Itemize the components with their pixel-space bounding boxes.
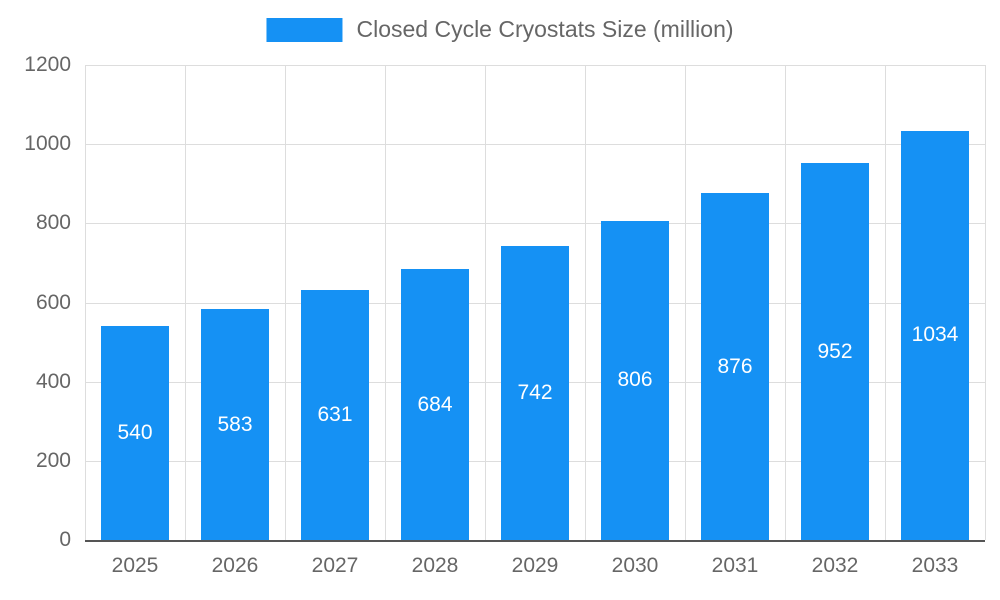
bar: 742 xyxy=(501,246,569,540)
bar-value-label: 583 xyxy=(217,412,253,436)
bar: 876 xyxy=(701,193,769,540)
x-tick-label: 2031 xyxy=(711,554,759,577)
legend-label: Closed Cycle Cryostats Size (million) xyxy=(356,16,734,42)
x-tick-label: 2025 xyxy=(111,554,159,577)
h-gridline xyxy=(85,65,985,66)
bar-value-label: 952 xyxy=(817,339,853,363)
bar-value-label: 1034 xyxy=(911,323,959,347)
x-tick-label: 2026 xyxy=(211,554,259,577)
chart-legend: Closed Cycle Cryostats Size (million) xyxy=(266,16,734,43)
bar-value-label: 540 xyxy=(117,421,153,445)
v-gridline xyxy=(485,65,486,540)
bar: 952 xyxy=(801,163,869,540)
y-tick-label: 1000 xyxy=(24,132,71,156)
h-gridline xyxy=(85,144,985,146)
v-gridline xyxy=(785,65,786,540)
bar: 540 xyxy=(100,326,169,540)
x-tick-label: 2033 xyxy=(911,554,959,577)
y-tick-label: 1200 xyxy=(24,53,71,76)
y-tick-label: 200 xyxy=(35,448,71,472)
v-gridline xyxy=(85,65,86,540)
v-gridline xyxy=(185,65,186,540)
bar: 1034 xyxy=(901,130,969,540)
legend-swatch xyxy=(266,17,343,42)
h-gridline xyxy=(85,223,985,225)
y-tick-label: 400 xyxy=(35,369,71,393)
y-tick-label: 800 xyxy=(35,211,71,235)
v-gridline xyxy=(985,65,986,540)
x-tick-label: 2029 xyxy=(511,554,559,577)
x-tick-label: 2028 xyxy=(411,554,459,577)
bar-value-label: 684 xyxy=(417,392,453,416)
v-gridline xyxy=(384,65,386,540)
y-tick-label: 0 xyxy=(59,528,71,551)
v-gridline xyxy=(585,65,586,540)
bar: 583 xyxy=(201,309,269,540)
bar-value-label: 742 xyxy=(517,381,553,405)
x-tick-label: 2032 xyxy=(811,554,859,577)
bar-value-label: 806 xyxy=(617,368,653,392)
x-tick-label: 2027 xyxy=(311,554,359,577)
v-gridline xyxy=(684,65,686,540)
bar: 631 xyxy=(301,290,369,540)
plot-area: 0 200 400 600 800 1000 1200 540 2025 583 2026 631 20… xyxy=(24,53,986,577)
bar: 806 xyxy=(601,220,669,540)
v-gridline xyxy=(885,65,886,540)
bar-value-label: 876 xyxy=(717,354,753,378)
v-gridline xyxy=(285,65,286,540)
y-tick-label: 600 xyxy=(35,290,71,314)
bar-value-label: 631 xyxy=(317,403,353,427)
x-tick-label: 2030 xyxy=(611,554,659,577)
bar: 684 xyxy=(401,269,469,540)
